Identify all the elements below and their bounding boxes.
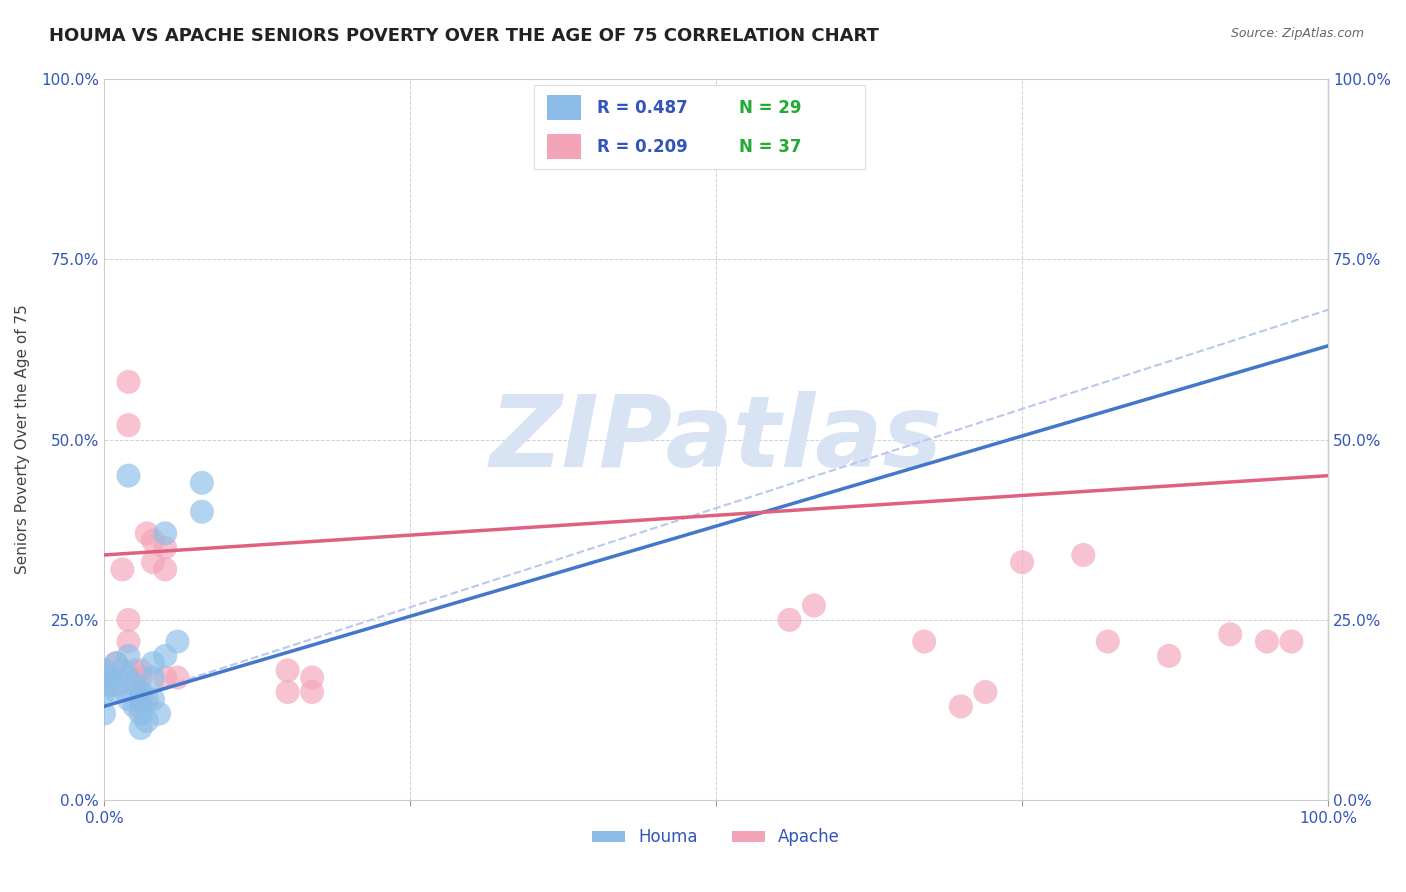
Point xyxy=(98,671,121,685)
Point xyxy=(142,656,165,670)
Point xyxy=(111,562,134,576)
Point xyxy=(129,664,152,678)
Point xyxy=(142,671,165,685)
Point xyxy=(153,562,176,576)
Text: N = 29: N = 29 xyxy=(740,99,801,117)
Point xyxy=(129,685,152,699)
Point xyxy=(1281,634,1303,648)
Text: R = 0.209: R = 0.209 xyxy=(598,137,688,155)
Point xyxy=(124,678,146,692)
Text: Source: ZipAtlas.com: Source: ZipAtlas.com xyxy=(1230,27,1364,40)
Point xyxy=(117,418,139,433)
Point xyxy=(301,685,323,699)
Point xyxy=(124,664,146,678)
Point xyxy=(117,613,139,627)
Point xyxy=(93,685,115,699)
Point xyxy=(129,706,152,721)
Point xyxy=(949,699,972,714)
Point xyxy=(105,685,128,699)
Text: N = 37: N = 37 xyxy=(740,137,801,155)
Point xyxy=(105,656,128,670)
Point xyxy=(779,613,801,627)
Point xyxy=(1097,634,1119,648)
Point xyxy=(111,664,134,678)
Legend: Houma, Apache: Houma, Apache xyxy=(585,822,846,853)
Point xyxy=(105,678,128,692)
Point xyxy=(166,634,188,648)
Point xyxy=(124,678,146,692)
Point xyxy=(129,721,152,735)
Y-axis label: Seniors Poverty Over the Age of 75: Seniors Poverty Over the Age of 75 xyxy=(15,305,30,574)
Point xyxy=(191,475,214,490)
Point xyxy=(117,375,139,389)
Text: R = 0.487: R = 0.487 xyxy=(598,99,688,117)
Point xyxy=(1157,648,1180,663)
Point xyxy=(166,671,188,685)
Text: HOUMA VS APACHE SENIORS POVERTY OVER THE AGE OF 75 CORRELATION CHART: HOUMA VS APACHE SENIORS POVERTY OVER THE… xyxy=(49,27,879,45)
Point xyxy=(117,468,139,483)
Point xyxy=(142,555,165,569)
Point xyxy=(142,692,165,706)
Point xyxy=(1011,555,1033,569)
Point xyxy=(912,634,935,648)
Point xyxy=(153,541,176,555)
Point xyxy=(277,685,299,699)
Point xyxy=(153,526,176,541)
FancyBboxPatch shape xyxy=(547,134,581,160)
Point xyxy=(142,533,165,548)
Point xyxy=(135,692,157,706)
Point xyxy=(117,634,139,648)
Point xyxy=(153,671,176,685)
Point xyxy=(117,692,139,706)
Point xyxy=(974,685,997,699)
Point xyxy=(93,706,115,721)
FancyBboxPatch shape xyxy=(547,95,581,120)
Point xyxy=(803,599,825,613)
Point xyxy=(148,706,170,721)
Point xyxy=(105,656,128,670)
Point xyxy=(93,671,115,685)
Point xyxy=(191,505,214,519)
Point xyxy=(117,671,139,685)
Point xyxy=(129,699,152,714)
Point xyxy=(301,671,323,685)
Point xyxy=(93,664,115,678)
Point xyxy=(129,692,152,706)
Point xyxy=(1219,627,1241,641)
Point xyxy=(124,699,146,714)
Point xyxy=(135,526,157,541)
Point xyxy=(129,692,152,706)
Point xyxy=(153,648,176,663)
Point xyxy=(1256,634,1278,648)
Point xyxy=(117,648,139,663)
Point xyxy=(135,714,157,728)
Point xyxy=(98,678,121,692)
Text: ZIPatlas: ZIPatlas xyxy=(489,391,942,488)
Point xyxy=(277,664,299,678)
Point xyxy=(1071,548,1094,562)
Point xyxy=(129,671,152,685)
